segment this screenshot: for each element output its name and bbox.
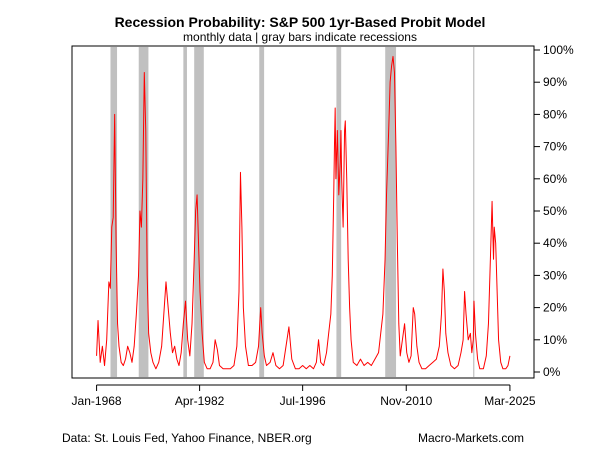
x-axis: Jan-1968 Apr-1982 Jul-1996 Nov-2010 Mar-2025 [72,384,536,408]
x-tick-label: Apr-1982 [175,394,225,408]
series-line-1 [96,55,511,370]
y-tick-label: 60% [543,172,567,186]
brand-label: Macro-Markets.com [418,431,525,445]
chart-subtitle: monthly data | gray bars indicate recess… [183,30,417,44]
y-axis: 0% 10% 20% 30% 40% 50% 60% 70% 80% 90% 100% [533,43,574,379]
probability-series [96,55,511,370]
y-tick-label: 30% [543,268,567,282]
y-tick-label: 100% [543,43,574,57]
x-tick-label: Mar-2025 [484,394,536,408]
recession-bar-3 [183,47,187,377]
recession-bar-5 [259,47,265,377]
data-source-note: Data: St. Louis Fed, Yahoo Finance, NBER… [62,431,312,445]
recession-bar-4 [194,47,204,377]
y-tick-label: 0% [543,365,561,379]
x-tick-label: Jan-1968 [72,394,122,408]
recession-bar-6 [336,47,342,377]
chart-title: Recession Probability: S&P 500 1yr-Based… [114,14,486,30]
recession-bar-8 [473,47,475,377]
y-tick-label: 70% [543,140,567,154]
y-tick-label: 80% [543,107,567,121]
y-tick-label: 20% [543,301,567,315]
recession-bar-7 [385,47,397,377]
x-tick-label: Jul-1996 [280,394,326,408]
x-tick-label: Nov-2010 [380,394,432,408]
recession-bars [110,47,475,377]
y-tick-label: 50% [543,204,567,218]
recession-bar-2 [138,47,149,377]
y-tick-label: 40% [543,236,567,250]
y-tick-label: 10% [543,333,567,347]
y-tick-label: 90% [543,75,567,89]
